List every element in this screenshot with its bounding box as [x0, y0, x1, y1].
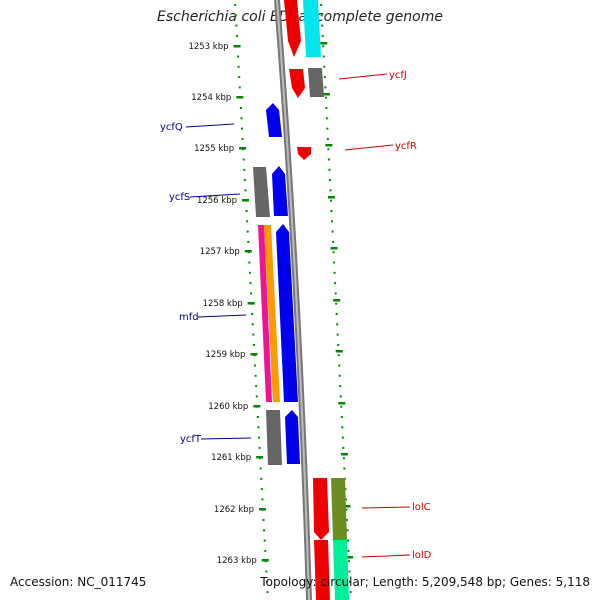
scale-label: 1260 kbp — [208, 402, 248, 412]
gene-ycfS-gray[interactable] — [253, 167, 270, 217]
map-title: Escherichia coli ED1a, complete genome — [157, 9, 443, 25]
label-ycfJ: ycfJ — [389, 70, 407, 81]
gene-ycfT-blue[interactable] — [285, 410, 300, 464]
accession-text: Accession: NC_011745 — [10, 575, 147, 589]
gene-label-lines — [185, 73, 411, 558]
gene-ycfQ[interactable] — [266, 103, 282, 137]
gene-mfd[interactable] — [276, 224, 298, 402]
gene-ycfJ-gray[interactable] — [308, 68, 324, 97]
label-ycfQ: ycfQ — [160, 122, 183, 133]
feature-orange[interactable] — [264, 225, 280, 402]
outer-ruler — [320, 4, 353, 594]
scale-label: 1261 kbp — [211, 453, 251, 463]
scale-label: 1255 kbp — [194, 144, 234, 154]
label-lolD: lolD — [412, 550, 432, 561]
scale-label: 1259 kbp — [205, 350, 245, 360]
gene-lolD-red[interactable] — [314, 540, 330, 600]
label-mfd: mfd — [179, 312, 199, 323]
scale-label: 1253 kbp — [188, 42, 228, 52]
scale-label: 1254 kbp — [191, 93, 231, 103]
scale-label: 1256 kbp — [197, 196, 237, 206]
label-lolC: lolC — [412, 502, 431, 513]
gene-ycfS-blue[interactable] — [272, 166, 288, 216]
gene-lolC-red[interactable] — [313, 478, 329, 540]
gene-cyan-top[interactable] — [303, 0, 321, 57]
gene-ycfJ-red[interactable] — [289, 69, 305, 98]
label-ycfR: ycfR — [395, 141, 417, 152]
inner-ruler — [233, 4, 269, 594]
gene-ycfR[interactable] — [297, 147, 311, 160]
gene-lolD-spring[interactable] — [333, 540, 349, 600]
scale-label: 1258 kbp — [203, 299, 243, 309]
topology-text: Topology: circular; Length: 5,209,548 bp… — [260, 575, 590, 589]
scale-label: 1263 kbp — [217, 556, 257, 566]
scale-labels: 1253 kbp 1254 kbp 1255 kbp 1256 kbp 1257 kbp… — [188, 42, 256, 566]
scale-label: 1257 kbp — [200, 247, 240, 257]
gene-red-top[interactable] — [284, 0, 301, 57]
label-ycfT: ycfT — [180, 434, 202, 445]
gene-ycfT-gray[interactable] — [266, 410, 282, 465]
label-ycfS: ycfS — [169, 192, 190, 203]
gene-lolC-olive[interactable] — [331, 478, 347, 540]
scale-label: 1262 kbp — [214, 505, 254, 515]
feature-pink[interactable] — [258, 225, 272, 402]
